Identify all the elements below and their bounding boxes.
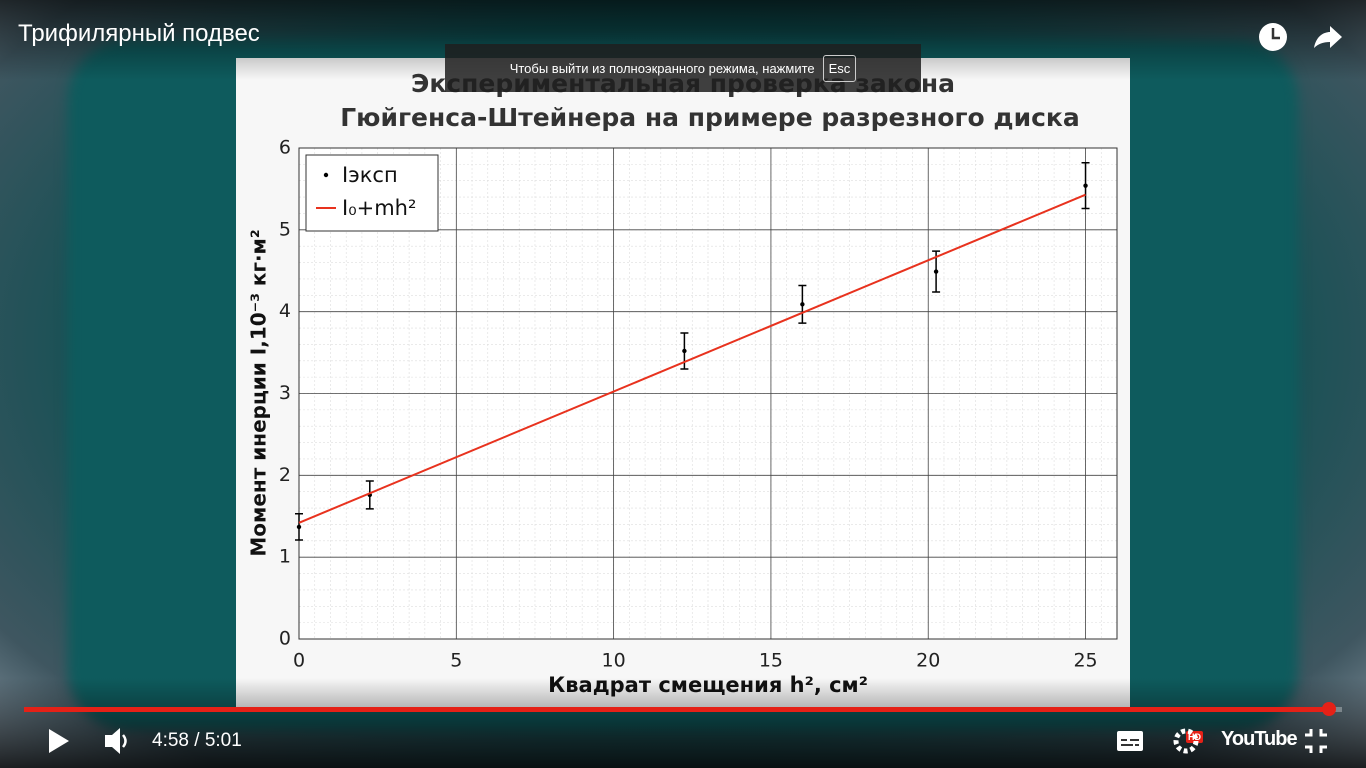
y-tick-label: 5 xyxy=(279,218,291,240)
y-axis-label: Момент инерции I,10⁻³ кг·м² xyxy=(247,229,271,556)
video-title[interactable]: Трифилярный подвес xyxy=(18,20,260,47)
y-tick-label: 1 xyxy=(279,546,291,568)
y-tick-label: 3 xyxy=(279,382,291,404)
x-tick-label: 15 xyxy=(759,650,783,672)
legend-swatch xyxy=(323,172,329,178)
progress-bar[interactable] xyxy=(24,707,1329,712)
legend-label: Iэксп xyxy=(342,163,398,187)
scrubber[interactable] xyxy=(1322,702,1336,716)
y-tick-label: 0 xyxy=(279,628,291,650)
fullscreen-notice: Чтобы выйти из полноэкранного режима, на… xyxy=(445,44,921,92)
notice-key: Esc xyxy=(822,54,857,82)
legend-label: I₀+mh² xyxy=(342,196,416,220)
notice-text: Чтобы выйти из полноэкранного режима, на… xyxy=(509,60,815,76)
time-display: 4:58 / 5:01 xyxy=(152,730,242,751)
y-tick-label: 6 xyxy=(279,137,291,159)
hd-badge: HD xyxy=(1186,731,1203,743)
data-point xyxy=(933,269,939,274)
x-tick-label: 25 xyxy=(1073,650,1097,672)
x-tick-label: 20 xyxy=(916,650,940,672)
fit-line xyxy=(298,193,1086,524)
plot-frame xyxy=(298,147,1118,640)
x-tick-label: 0 xyxy=(293,650,305,672)
x-tick-label: 10 xyxy=(602,650,626,672)
youtube-logo[interactable]: YouTube xyxy=(1221,728,1298,750)
chart-title: Гюйгенса-Штейнера на примере разрезного … xyxy=(340,103,1080,132)
legend-box xyxy=(305,154,439,232)
data-point xyxy=(682,348,687,354)
y-tick-label: 4 xyxy=(279,300,291,322)
x-tick-label: 5 xyxy=(450,650,462,672)
data-point xyxy=(1083,183,1088,188)
bottom-shade xyxy=(0,678,1366,768)
data-point xyxy=(800,302,805,307)
data-point xyxy=(296,524,302,530)
y-tick-label: 2 xyxy=(279,464,291,486)
